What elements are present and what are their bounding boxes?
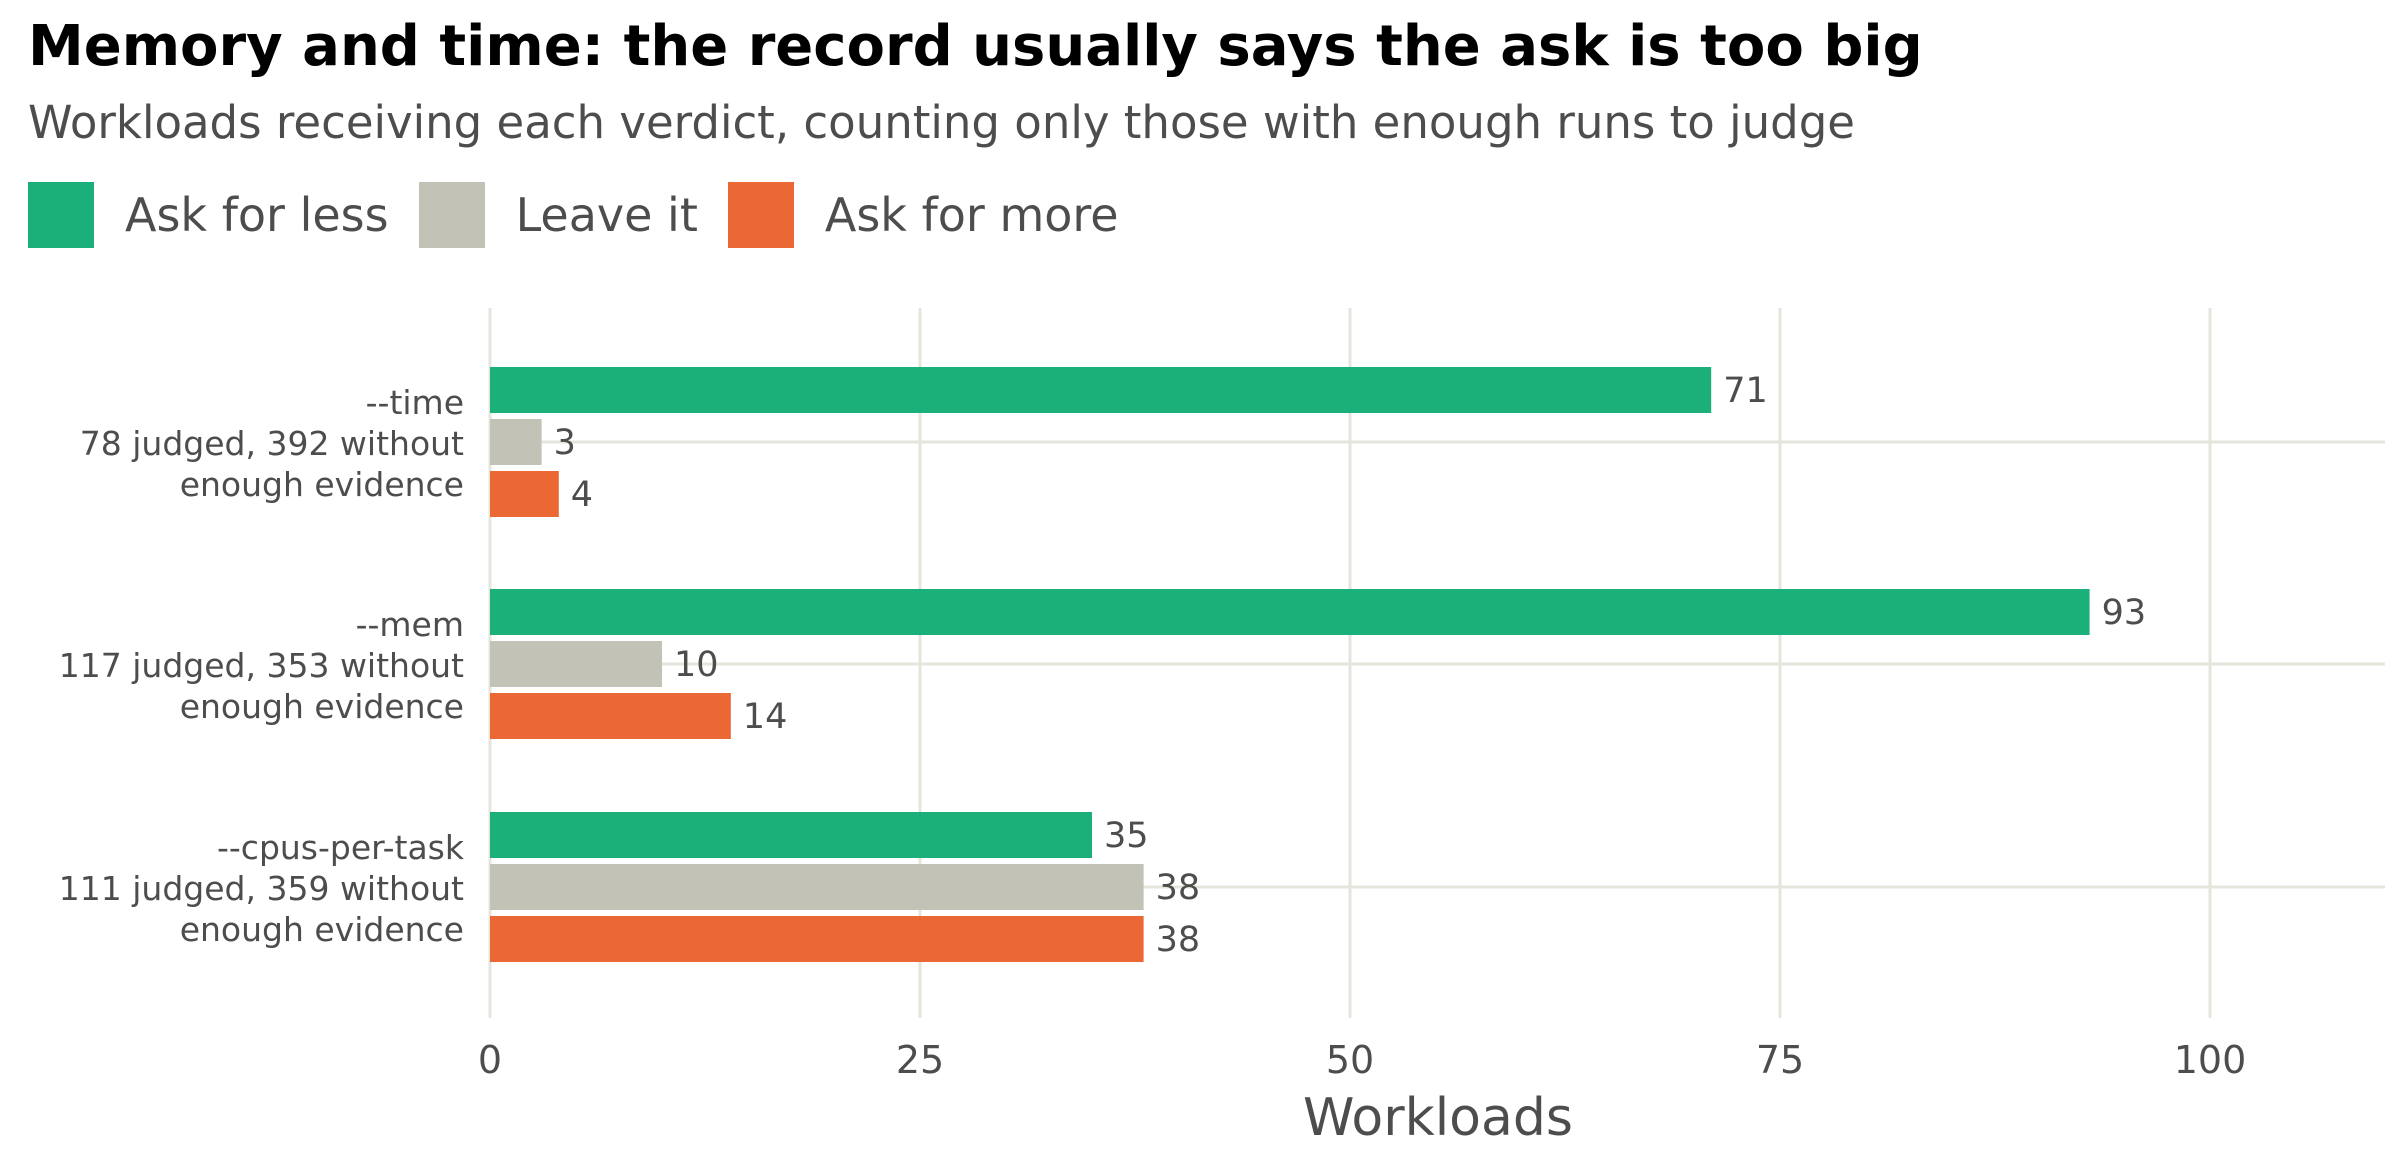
category-label: --time: [366, 383, 464, 422]
category-detail-label: 78 judged, 392 without: [80, 424, 464, 463]
bar: [490, 693, 731, 739]
bar: [490, 367, 1712, 413]
category-detail-label: 111 judged, 359 without: [59, 869, 464, 908]
legend-item-ask-for-less: Ask for less: [28, 182, 389, 248]
bar-value-label: 38: [1156, 868, 1201, 908]
bar: [490, 916, 1144, 962]
legend-label-ask-for-less: Ask for less: [125, 188, 389, 242]
bar: [490, 641, 662, 687]
legend-swatch-ask-for-more: [727, 182, 794, 248]
bar-value-label: 14: [743, 697, 788, 737]
chart-subtitle: Workloads receiving each verdict, counti…: [28, 96, 1855, 149]
bar: [490, 589, 2090, 635]
category-detail-label: enough evidence: [180, 910, 464, 949]
bar-value-label: 38: [1156, 920, 1201, 960]
x-tick-label: 100: [2174, 1038, 2247, 1082]
bar-value-label: 10: [674, 645, 719, 685]
legend-label-ask-for-more: Ask for more: [824, 188, 1119, 242]
category-detail-label: enough evidence: [180, 687, 464, 726]
category-detail-label: enough evidence: [180, 465, 464, 504]
bar-value-label: 35: [1104, 816, 1149, 856]
legend-label-leave-it: Leave it: [515, 188, 698, 242]
bar-value-label: 4: [571, 475, 593, 515]
bar-value-label: 71: [1723, 371, 1768, 411]
legend-swatch-leave-it: [418, 182, 485, 248]
bar-value-label: 93: [2102, 593, 2147, 633]
x-axis-title: Workloads: [1303, 1088, 1573, 1148]
category-label: --cpus-per-task: [217, 828, 465, 867]
category-detail-label: 117 judged, 353 without: [59, 646, 464, 685]
bar: [490, 419, 542, 465]
x-tick-label: 0: [478, 1038, 502, 1082]
bar: [490, 471, 559, 517]
x-tick-label: 25: [896, 1038, 944, 1082]
bar: [490, 864, 1144, 910]
legend-item-leave-it: Leave it: [418, 182, 698, 248]
x-tick-label: 50: [1326, 1038, 1374, 1082]
bar: [490, 812, 1092, 858]
legend: Ask for less Leave it Ask for more: [28, 182, 1149, 248]
legend-item-ask-for-more: Ask for more: [727, 182, 1119, 248]
chart-title: Memory and time: the record usually says…: [28, 14, 1923, 79]
legend-swatch-ask-for-less: [28, 182, 94, 248]
category-label: --mem: [356, 605, 464, 644]
x-tick-label: 75: [1756, 1038, 1804, 1082]
bar-value-label: 3: [554, 423, 576, 463]
